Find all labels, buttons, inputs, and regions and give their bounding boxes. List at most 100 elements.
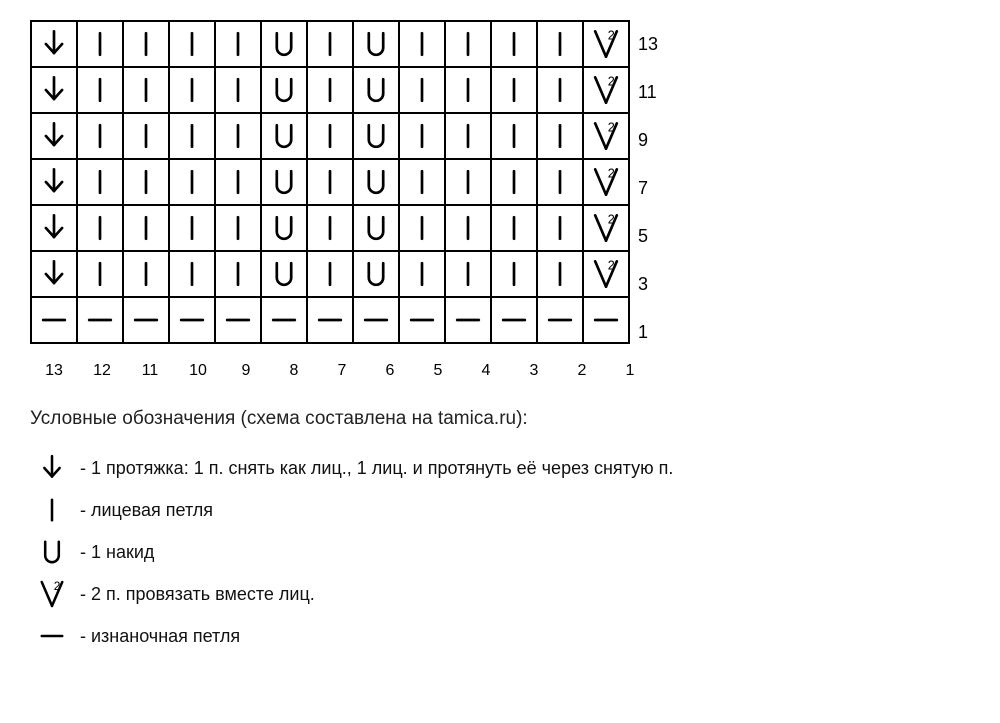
chart-cell-knit — [77, 21, 123, 67]
legend-text: - лицевая петля — [80, 500, 213, 521]
legend-text: - изнаночная петля — [80, 626, 240, 647]
col-label: 6 — [366, 362, 414, 380]
chart-cell-purl — [307, 297, 353, 343]
chart-cell-knit — [445, 67, 491, 113]
chart-cell-knit — [215, 251, 261, 297]
svg-text:2: 2 — [608, 121, 615, 135]
chart-cell-arrow — [31, 21, 77, 67]
chart-cell-knit — [445, 159, 491, 205]
chart-cell-knit — [77, 159, 123, 205]
svg-text:2: 2 — [608, 259, 615, 273]
chart-cell-knit — [307, 67, 353, 113]
chart-cell-yo — [353, 113, 399, 159]
chart-cell-purl — [31, 297, 77, 343]
chart-cell-yo — [353, 251, 399, 297]
col-label: 12 — [78, 362, 126, 380]
yo-icon — [30, 534, 74, 570]
chart-cell-knit — [537, 251, 583, 297]
row-label: 3 — [638, 260, 658, 308]
legend-title: Условные обозначения (схема составлена н… — [30, 408, 528, 430]
knit-icon — [30, 492, 74, 528]
chart-cell-knit — [215, 21, 261, 67]
chart-cell-knit — [399, 67, 445, 113]
chart-cell-arrow — [31, 67, 77, 113]
legend-row: - изнаночная петля — [30, 618, 673, 654]
chart-cell-knit — [215, 205, 261, 251]
svg-text:2: 2 — [608, 75, 615, 89]
chart-cell-knit — [307, 113, 353, 159]
chart-cell-knit — [491, 67, 537, 113]
chart-cell-yo — [353, 67, 399, 113]
col-label: 13 — [30, 362, 78, 380]
chart-cell-knit — [537, 113, 583, 159]
chart-row: 2 — [31, 21, 629, 67]
chart-cell-knit — [491, 21, 537, 67]
chart-cell-v2: 2 — [583, 113, 629, 159]
chart-cell-knit — [491, 113, 537, 159]
chart-cell-knit — [307, 251, 353, 297]
chart-cell-knit — [491, 251, 537, 297]
chart-cell-yo — [261, 159, 307, 205]
chart-cell-purl — [77, 297, 123, 343]
chart-cell-knit — [537, 67, 583, 113]
legend-row: 2- 2 п. провязать вместе лиц. — [30, 576, 673, 612]
chart-cell-purl — [353, 297, 399, 343]
chart-cell-knit — [169, 113, 215, 159]
chart-cell-yo — [353, 21, 399, 67]
col-label: 9 — [222, 362, 270, 380]
chart-cell-yo — [353, 205, 399, 251]
svg-text:2: 2 — [608, 167, 615, 181]
col-label: 2 — [558, 362, 606, 380]
legend-text: - 1 протяжка: 1 п. снять как лиц., 1 лиц… — [80, 458, 673, 479]
chart-cell-arrow — [31, 205, 77, 251]
chart-cell-knit — [123, 205, 169, 251]
row-label: 1 — [638, 308, 658, 356]
chart-cell-knit — [537, 21, 583, 67]
legend-row: - 1 протяжка: 1 п. снять как лиц., 1 лиц… — [30, 450, 673, 486]
chart-cell-yo — [261, 251, 307, 297]
chart-cell-purl — [123, 297, 169, 343]
svg-text:2: 2 — [608, 213, 615, 227]
chart-cell-v2: 2 — [583, 251, 629, 297]
chart-row: 2 — [31, 251, 629, 297]
arrow-icon — [30, 450, 74, 486]
chart-cell-knit — [307, 159, 353, 205]
chart-cell-yo — [261, 67, 307, 113]
row-label: 7 — [638, 164, 658, 212]
chart-row — [31, 297, 629, 343]
chart-cell-knit — [491, 205, 537, 251]
chart-cell-knit — [215, 113, 261, 159]
chart-cell-knit — [169, 21, 215, 67]
chart-cell-knit — [399, 113, 445, 159]
chart-cell-knit — [169, 205, 215, 251]
chart-cell-knit — [399, 159, 445, 205]
chart-cell-purl — [215, 297, 261, 343]
chart-cell-purl — [445, 297, 491, 343]
chart-cell-knit — [77, 251, 123, 297]
chart-cell-knit — [123, 159, 169, 205]
chart-cell-knit — [215, 67, 261, 113]
row-label: 13 — [638, 20, 658, 68]
col-label: 8 — [270, 362, 318, 380]
chart-cell-knit — [123, 67, 169, 113]
chart-cell-purl — [399, 297, 445, 343]
chart-cell-purl — [169, 297, 215, 343]
chart-cell-v2: 2 — [583, 159, 629, 205]
chart-cell-yo — [261, 205, 307, 251]
chart-cell-knit — [123, 113, 169, 159]
chart-cell-v2: 2 — [583, 67, 629, 113]
chart-cell-knit — [445, 21, 491, 67]
legend-text: - 1 накид — [80, 542, 154, 563]
chart-cell-knit — [399, 251, 445, 297]
col-label: 5 — [414, 362, 462, 380]
chart-cell-knit — [445, 113, 491, 159]
col-label: 3 — [510, 362, 558, 380]
chart-cell-knit — [445, 251, 491, 297]
chart-cell-knit — [307, 21, 353, 67]
col-label: 10 — [174, 362, 222, 380]
row-label: 9 — [638, 116, 658, 164]
row-label: 5 — [638, 212, 658, 260]
chart-row: 2 — [31, 205, 629, 251]
legend-row: - 1 накид — [30, 534, 673, 570]
chart-cell-knit — [123, 21, 169, 67]
